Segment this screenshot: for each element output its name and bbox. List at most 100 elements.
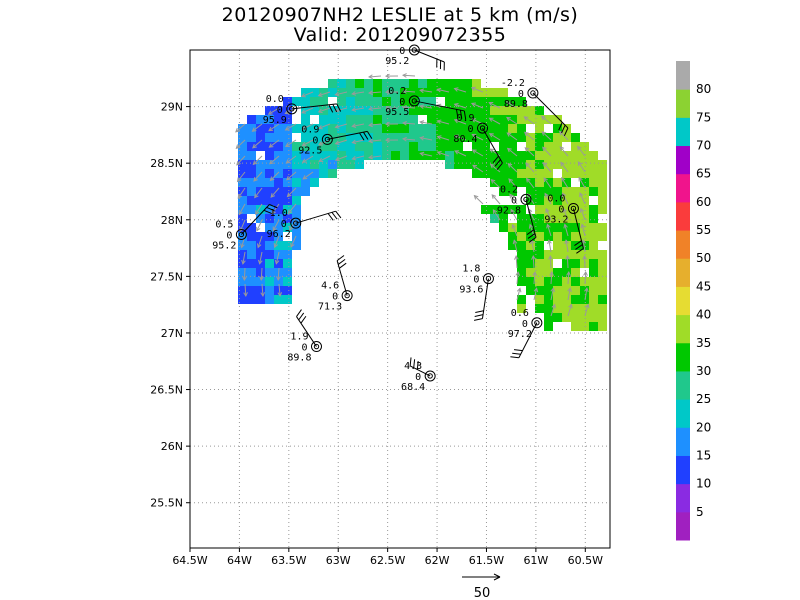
field-cell xyxy=(499,142,508,151)
wind-vector xyxy=(525,162,535,173)
field-cell xyxy=(256,295,265,304)
field-cell xyxy=(571,223,580,232)
wind-vector xyxy=(531,240,535,253)
wind-vector xyxy=(507,148,518,157)
wind-vector-head xyxy=(453,87,459,92)
field-cell xyxy=(346,115,355,124)
wind-vector xyxy=(491,194,501,205)
field-cell xyxy=(382,124,391,133)
field-cell xyxy=(382,79,391,88)
wind-vector xyxy=(420,152,433,157)
wind-vector-head xyxy=(289,226,294,232)
wind-vector xyxy=(454,150,467,157)
wind-vector xyxy=(286,155,297,164)
field-cell xyxy=(508,232,517,241)
station-bottom-value: 95.5 xyxy=(385,107,409,118)
field-cell xyxy=(274,133,283,142)
field-cell xyxy=(238,142,247,151)
station-model: 00.6 97.2 xyxy=(508,308,543,359)
field-cell xyxy=(319,160,328,169)
x-tick-label: 63.5W xyxy=(271,554,306,567)
field-cell xyxy=(481,133,490,142)
field-cell xyxy=(490,124,499,133)
field-cell xyxy=(283,178,292,187)
wind-vector xyxy=(352,155,365,160)
wind-vector xyxy=(285,123,297,131)
wind-vector xyxy=(526,178,535,189)
wind-vector xyxy=(437,151,450,157)
field-cell xyxy=(517,304,526,313)
wind-vector xyxy=(369,139,382,142)
wind-vector xyxy=(259,251,263,264)
field-cell xyxy=(274,115,283,124)
wind-vector-head xyxy=(419,135,425,141)
wind-vector-head xyxy=(578,176,583,182)
field-cell xyxy=(580,178,589,187)
field-cell xyxy=(535,205,544,214)
station-model: 00.9 80.4 xyxy=(453,113,503,170)
plot-frame xyxy=(189,49,611,549)
field-cell xyxy=(445,97,454,106)
field-cell xyxy=(283,196,292,205)
wind-vector-head xyxy=(351,107,357,112)
station-circle xyxy=(290,217,302,229)
field-cell xyxy=(589,178,598,187)
colorbar-label: 35 xyxy=(696,336,711,350)
field-cell xyxy=(238,295,247,304)
wind-vector xyxy=(268,123,280,132)
wind-vector xyxy=(301,107,314,114)
wind-barb-feather xyxy=(269,204,278,209)
field-cell xyxy=(292,160,301,169)
field-cell xyxy=(265,205,274,214)
field-cell xyxy=(499,115,508,124)
wind-vector xyxy=(489,133,501,141)
field-cell xyxy=(292,187,301,196)
field-cell xyxy=(274,196,283,205)
wind-vector-head xyxy=(368,122,373,128)
wind-vector-head xyxy=(541,131,547,136)
wind-vector-head xyxy=(300,93,306,98)
wind-vector-head xyxy=(384,89,390,95)
wind-vector-head xyxy=(568,303,573,309)
field-cell xyxy=(391,133,400,142)
field-cell xyxy=(535,241,544,250)
field-cell xyxy=(499,160,508,169)
field-cell xyxy=(535,277,544,286)
colorbar-segment xyxy=(676,61,690,90)
field-cell xyxy=(373,79,382,88)
wind-vector xyxy=(420,121,433,125)
wind-vector-head xyxy=(237,193,243,199)
wind-vector xyxy=(437,120,450,125)
field-cell xyxy=(274,160,283,169)
wind-vector-head xyxy=(301,109,307,114)
wind-barb-feather xyxy=(335,210,342,219)
field-cell xyxy=(301,97,310,106)
wind-vector-head xyxy=(402,120,407,126)
field-cell xyxy=(238,196,247,205)
field-cell xyxy=(517,250,526,259)
field-cell xyxy=(274,142,283,151)
field-cell xyxy=(292,97,301,106)
field-cell xyxy=(247,169,256,178)
field-cell xyxy=(301,178,310,187)
wind-vector-head xyxy=(525,177,531,183)
wind-vector xyxy=(302,171,314,180)
field-cell xyxy=(490,88,499,97)
field-cell xyxy=(535,295,544,304)
reference-vector: 50 xyxy=(462,573,501,600)
field-cell xyxy=(526,214,535,223)
station-bottom-value: 93.6 xyxy=(459,285,483,296)
x-tick-label: 62.5W xyxy=(370,554,405,567)
field-cell xyxy=(562,250,571,259)
field-cell xyxy=(544,178,553,187)
field-cell xyxy=(472,88,481,97)
field-cell xyxy=(508,124,517,133)
wind-barb-feather xyxy=(409,357,412,367)
wind-vector xyxy=(474,195,484,205)
field-cell xyxy=(526,151,535,160)
field-cell xyxy=(265,214,274,223)
wind-vector-head xyxy=(272,226,277,232)
wind-vector-head xyxy=(268,126,274,132)
field-cell xyxy=(355,124,364,133)
field-cell xyxy=(328,151,337,160)
